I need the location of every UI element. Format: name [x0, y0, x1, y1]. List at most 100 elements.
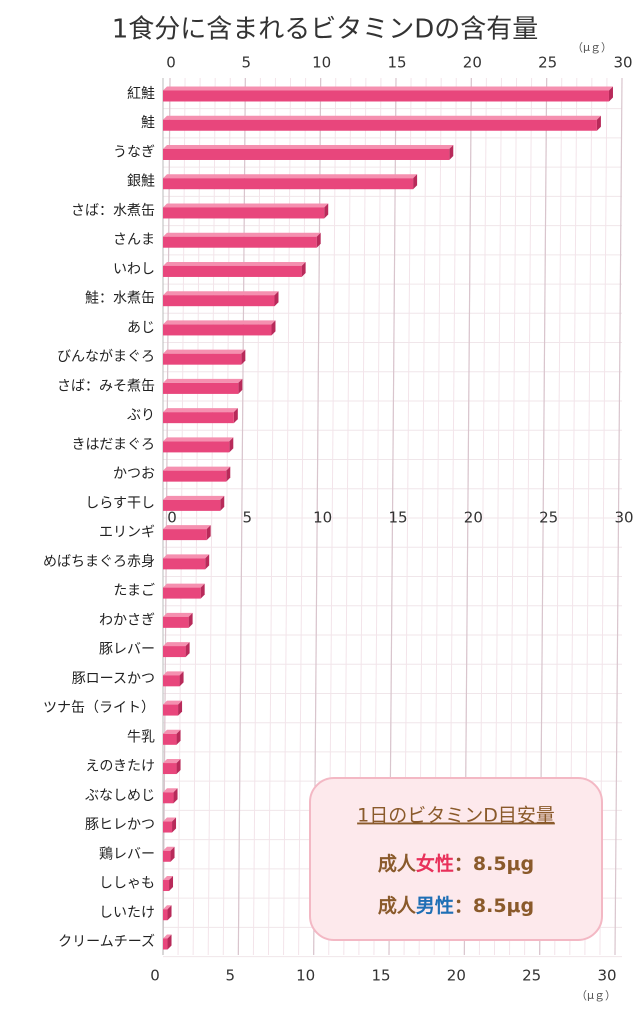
bar-end — [178, 700, 183, 716]
minor-grid — [222, 77, 231, 956]
bar-end — [200, 583, 205, 599]
bar-top — [163, 905, 172, 910]
y-tick-label: きはだまぐろ — [72, 437, 155, 453]
bar-top — [163, 612, 193, 617]
y-tick-label: 豚ロースかつ — [72, 671, 155, 687]
y-tick-label: さんま — [113, 232, 155, 248]
y-tick-label: めばちまぐろ赤身 — [43, 554, 155, 570]
x-tick-label: 15 — [371, 967, 390, 985]
bar-top — [163, 671, 184, 676]
bar-end — [596, 115, 601, 131]
bar — [163, 850, 171, 862]
bar-top — [163, 203, 329, 208]
info-suffix: ：8.5μg — [454, 895, 534, 917]
y-tick-label: 豚ヒレかつ — [85, 817, 155, 833]
grid-line — [614, 77, 623, 956]
bar-end — [205, 554, 210, 570]
y-tick-label: 鶏レバー — [99, 846, 155, 862]
x-tick-label: 0 — [167, 509, 177, 527]
chart-title: 1食分に含まれるビタミンDの含有量 — [112, 15, 539, 45]
bar — [163, 324, 272, 336]
y-tick-label: びんながまぐろ — [57, 349, 155, 365]
bar-top — [163, 554, 210, 559]
info-highlight: 男性 — [416, 894, 454, 917]
bar-end — [241, 349, 246, 365]
bar — [163, 792, 174, 804]
x-tick-label: 30 — [614, 509, 633, 527]
unit-label: （μｇ） — [576, 989, 616, 1002]
bar — [163, 265, 302, 277]
grid-line — [162, 77, 171, 956]
y-tick-label: かつお — [113, 466, 155, 482]
x-tick-label: 5 — [243, 509, 253, 527]
y-tick-label: 牛乳 — [127, 729, 155, 745]
bar-end — [170, 846, 175, 862]
x-tick-label: 25 — [539, 509, 558, 527]
bar-top — [163, 291, 279, 296]
bar — [163, 178, 414, 190]
bar-end — [172, 817, 177, 833]
bar-end — [167, 905, 172, 921]
y-tick-label: しいたけ — [99, 905, 155, 921]
bar-end — [220, 495, 225, 511]
x-tick-label: 20 — [447, 967, 466, 985]
bar-top — [163, 144, 454, 149]
bars — [163, 86, 613, 950]
y-tick-label: えのきたけ — [85, 759, 155, 775]
bar — [163, 938, 168, 950]
y-tick-label: ししゃも — [99, 876, 155, 892]
bar — [163, 412, 234, 424]
y-tick-label: うなぎ — [113, 144, 155, 160]
bar-end — [185, 642, 190, 658]
bar-end — [188, 612, 193, 628]
info-box-bg — [309, 777, 603, 941]
y-tick-label: ぶなしめじ — [85, 788, 155, 804]
bar — [163, 236, 317, 248]
info-line: 成人男性：8.5μg — [378, 894, 534, 917]
minor-grid — [177, 77, 186, 956]
y-tick-label: さば：水煮缶 — [71, 203, 155, 219]
bar-end — [449, 144, 454, 160]
bar-end — [301, 261, 306, 277]
bar — [163, 763, 177, 775]
bar — [163, 529, 207, 541]
bar — [163, 119, 597, 131]
bar-top — [163, 525, 211, 530]
x-tick-label: 0 — [166, 54, 176, 72]
x-tick-label: 0 — [150, 967, 160, 985]
bar-end — [413, 174, 418, 190]
bar-end — [238, 378, 243, 394]
bar-top — [163, 115, 601, 120]
bar — [163, 295, 275, 307]
bar-end — [169, 876, 174, 892]
info-title: 1日のビタミンD目安量 — [357, 805, 555, 827]
y-tick-label: 銀鮭 — [127, 174, 155, 190]
bar-end — [229, 437, 234, 453]
bar — [163, 733, 177, 745]
bar-top — [163, 174, 418, 179]
bar — [163, 382, 239, 394]
bar-top — [163, 232, 321, 237]
y-tick-label: ツナ缶（ライト） — [43, 700, 155, 716]
bar-top — [163, 261, 306, 266]
info-prefix: 成人 — [378, 894, 417, 917]
bar-top — [163, 817, 177, 822]
bar-top — [163, 759, 181, 764]
minor-grid — [192, 77, 201, 956]
bar-top — [163, 934, 172, 939]
y-tick-label: 鮭 — [141, 115, 155, 131]
x-tick-label: 5 — [226, 967, 236, 985]
bar-end — [176, 729, 181, 745]
bar — [163, 558, 206, 570]
x-tick-label: 25 — [538, 54, 557, 72]
x-tick-label: 10 — [313, 509, 332, 527]
bar-end — [173, 788, 178, 804]
x-tick-label: 20 — [463, 54, 482, 72]
bar — [163, 646, 186, 658]
x-tick-label: 5 — [242, 54, 252, 72]
bar-top — [163, 349, 246, 354]
x-tick-label: 30 — [597, 967, 616, 985]
bar-top — [163, 700, 183, 705]
y-tick-label: クリームチーズ — [58, 934, 155, 950]
minor-grid — [298, 77, 307, 956]
